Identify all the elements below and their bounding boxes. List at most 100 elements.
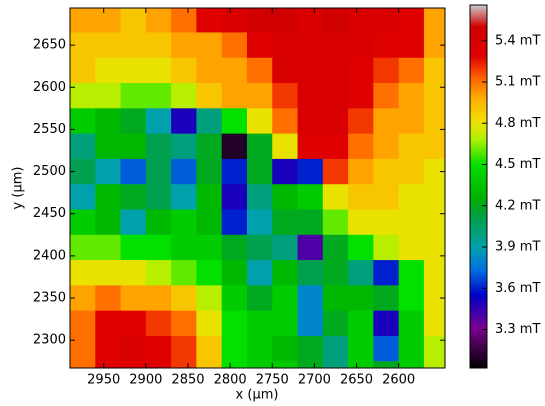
colorbar-tick-label: 4.5 mT bbox=[495, 157, 540, 172]
heat-cell bbox=[424, 32, 450, 58]
heat-cell bbox=[196, 134, 222, 160]
heat-cell bbox=[348, 285, 374, 311]
heat-cell bbox=[247, 235, 273, 261]
heat-cell bbox=[146, 32, 172, 58]
x-tick-label: 2650 bbox=[340, 373, 373, 388]
heat-cell bbox=[348, 159, 374, 185]
heat-cell bbox=[196, 260, 222, 286]
heat-cell bbox=[95, 108, 121, 134]
heat-cell bbox=[298, 311, 324, 337]
heat-cell bbox=[171, 336, 197, 362]
x-tick-label: 2750 bbox=[256, 373, 289, 388]
heat-cell bbox=[298, 83, 324, 109]
heat-cell bbox=[146, 209, 172, 235]
heat-cell bbox=[247, 336, 273, 362]
heat-cell bbox=[146, 83, 172, 109]
colorbar-tick-label: 4.8 mT bbox=[495, 116, 540, 131]
heat-cell bbox=[348, 209, 374, 235]
heat-cell bbox=[95, 184, 121, 210]
heat-cell bbox=[121, 58, 147, 84]
heat-cell bbox=[121, 134, 147, 160]
heat-cell bbox=[272, 311, 298, 337]
colorbar-tick-label: 3.3 mT bbox=[495, 322, 540, 337]
heat-cell bbox=[424, 83, 450, 109]
heat-cell bbox=[196, 32, 222, 58]
heat-cell bbox=[424, 184, 450, 210]
heat-cell bbox=[95, 58, 121, 84]
heat-cell bbox=[424, 108, 450, 134]
heat-cell bbox=[399, 336, 425, 362]
x-tick-label: 2850 bbox=[171, 373, 204, 388]
heat-cell bbox=[348, 311, 374, 337]
heat-cell bbox=[348, 260, 374, 286]
heat-cell bbox=[222, 184, 248, 210]
heat-cell bbox=[222, 108, 248, 134]
heat-cell bbox=[298, 260, 324, 286]
heat-cell bbox=[95, 285, 121, 311]
heat-cell bbox=[146, 58, 172, 84]
heat-cell bbox=[373, 7, 399, 33]
heat-cell bbox=[70, 184, 96, 210]
heat-cell bbox=[95, 235, 121, 261]
heat-cell bbox=[196, 83, 222, 109]
heat-cell bbox=[171, 83, 197, 109]
x-tick-label: 2800 bbox=[214, 373, 247, 388]
heat-cell bbox=[70, 235, 96, 261]
heat-cell bbox=[146, 108, 172, 134]
heat-cell bbox=[399, 134, 425, 160]
heat-cell bbox=[424, 235, 450, 261]
heat-cell bbox=[196, 184, 222, 210]
heat-cell bbox=[146, 184, 172, 210]
colorbar-tick-label: 4.2 mT bbox=[495, 198, 540, 213]
heat-cell bbox=[247, 134, 273, 160]
x-tick-label: 2950 bbox=[87, 373, 120, 388]
heatmap bbox=[70, 7, 450, 387]
heat-cell bbox=[121, 285, 147, 311]
heat-cell bbox=[298, 159, 324, 185]
y-tick-label: 2300 bbox=[33, 333, 66, 348]
heat-cell bbox=[272, 83, 298, 109]
heat-cell bbox=[121, 159, 147, 185]
heat-cell bbox=[373, 235, 399, 261]
y-tick-label: 2500 bbox=[33, 164, 66, 179]
heat-cell bbox=[348, 58, 374, 84]
heat-cell bbox=[348, 7, 374, 33]
heat-cell bbox=[196, 209, 222, 235]
heat-cell bbox=[272, 159, 298, 185]
heat-cell bbox=[348, 184, 374, 210]
heat-cell bbox=[171, 58, 197, 84]
heat-cell bbox=[95, 32, 121, 58]
heat-cell bbox=[272, 134, 298, 160]
heat-cell bbox=[222, 7, 248, 33]
heat-cell bbox=[272, 336, 298, 362]
heat-cell bbox=[424, 58, 450, 84]
y-tick-label: 2450 bbox=[33, 206, 66, 221]
heat-cell bbox=[272, 235, 298, 261]
heat-cell bbox=[247, 83, 273, 109]
heat-cell bbox=[146, 159, 172, 185]
heat-cell bbox=[121, 108, 147, 134]
heat-cell bbox=[247, 58, 273, 84]
heat-cell bbox=[399, 184, 425, 210]
heat-cell bbox=[121, 260, 147, 286]
heat-cell bbox=[399, 32, 425, 58]
heat-cell bbox=[373, 311, 399, 337]
heat-cell bbox=[399, 83, 425, 109]
heat-cell bbox=[373, 83, 399, 109]
heat-cell bbox=[348, 108, 374, 134]
heat-cell bbox=[323, 184, 349, 210]
heat-cell bbox=[323, 285, 349, 311]
x-tick-label: 2700 bbox=[298, 373, 331, 388]
heat-cell bbox=[95, 260, 121, 286]
heat-cell bbox=[222, 159, 248, 185]
heat-cell bbox=[146, 285, 172, 311]
heat-cell bbox=[222, 32, 248, 58]
heat-cell bbox=[373, 285, 399, 311]
heat-cell bbox=[95, 159, 121, 185]
colorbar-tick-label: 5.1 mT bbox=[495, 75, 540, 90]
heat-cell bbox=[247, 32, 273, 58]
heat-cell bbox=[196, 159, 222, 185]
heat-cell bbox=[146, 235, 172, 261]
heat-cell bbox=[373, 32, 399, 58]
heat-cell bbox=[171, 108, 197, 134]
